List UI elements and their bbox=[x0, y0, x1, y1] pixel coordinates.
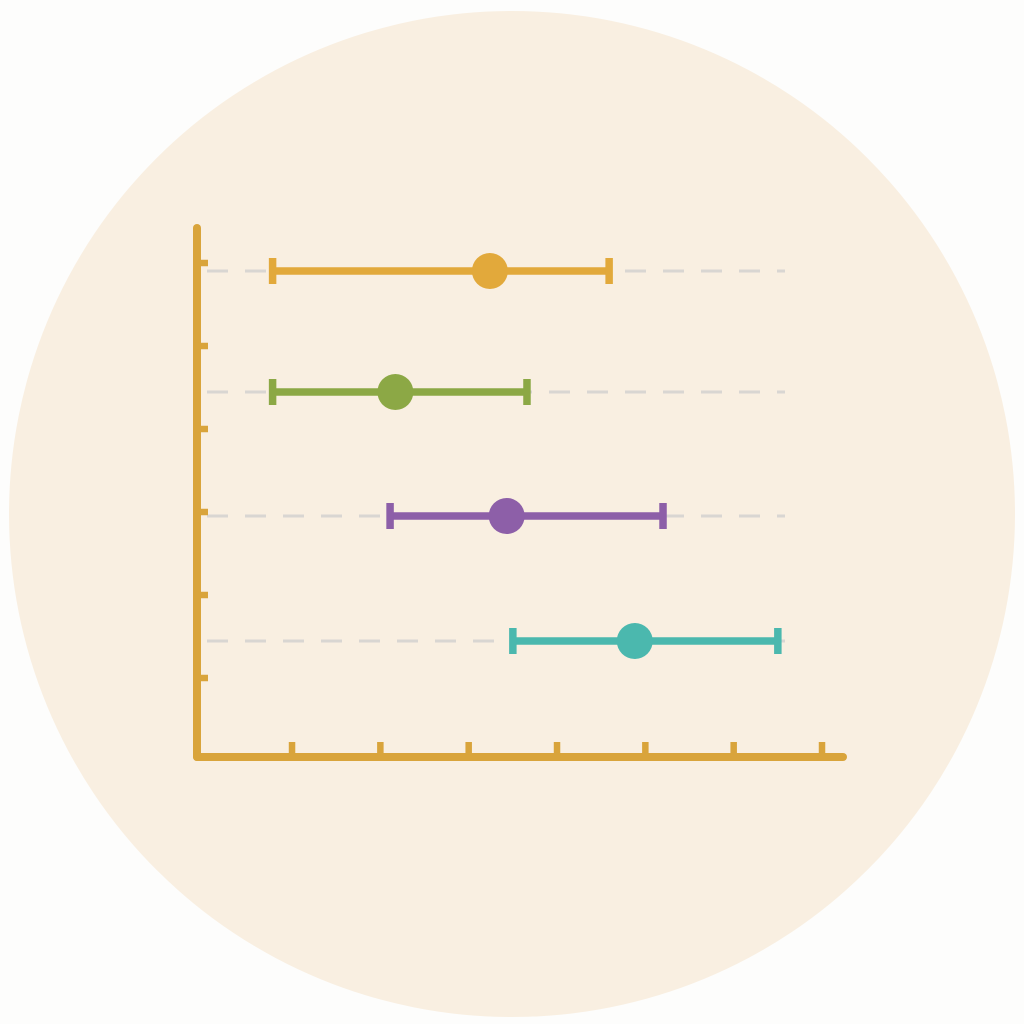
data-point-dot bbox=[471, 253, 508, 289]
data-point-dot bbox=[488, 498, 525, 534]
data-point-dot bbox=[616, 623, 653, 659]
data-point-dot bbox=[377, 374, 414, 410]
